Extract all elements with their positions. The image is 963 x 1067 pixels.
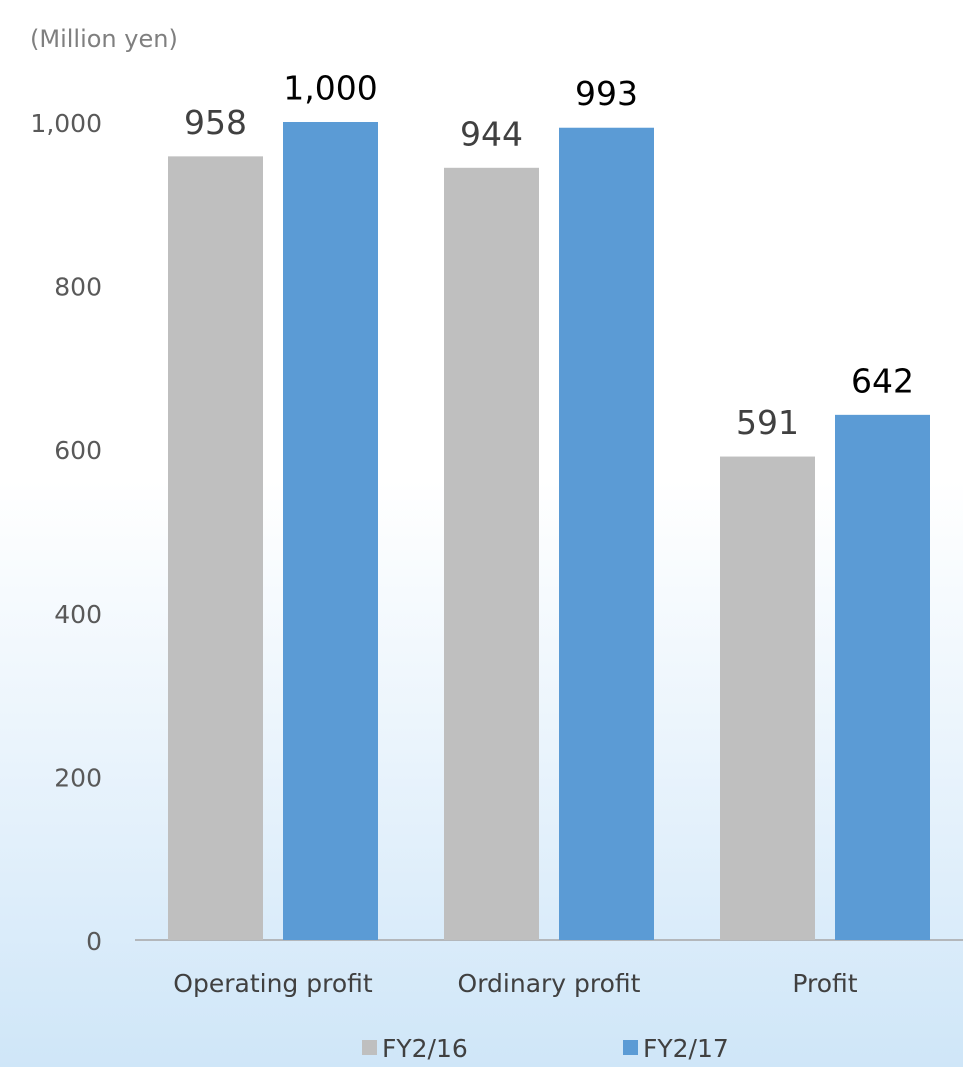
data-label: 993	[575, 74, 638, 113]
data-label: 1,000	[283, 69, 377, 108]
bar	[283, 122, 378, 940]
legend-swatch	[362, 1040, 377, 1055]
y-tick-label: 200	[54, 763, 102, 792]
legend-label: FY2/16	[382, 1034, 468, 1063]
data-label: 591	[736, 403, 799, 442]
bar	[168, 156, 263, 940]
data-label: 642	[851, 361, 914, 400]
bar	[559, 127, 654, 940]
y-tick-label: 800	[54, 273, 102, 302]
data-label: 944	[460, 114, 523, 153]
y-tick-label: 400	[54, 600, 102, 629]
y-tick-label: 1,000	[30, 109, 102, 138]
y-tick-label: 0	[86, 927, 102, 956]
y-axis-label: (Million yen)	[30, 25, 178, 53]
x-tick-label: Operating profit	[173, 969, 373, 998]
legend-swatch	[623, 1040, 638, 1055]
bar	[444, 167, 539, 941]
bar	[835, 414, 930, 940]
data-label: 958	[184, 103, 247, 142]
y-tick-label: 600	[54, 436, 102, 465]
x-tick-label: Profit	[792, 969, 857, 998]
x-tick-label: Ordinary profit	[458, 969, 641, 998]
bar	[720, 456, 815, 940]
legend-label: FY2/17	[643, 1034, 729, 1063]
